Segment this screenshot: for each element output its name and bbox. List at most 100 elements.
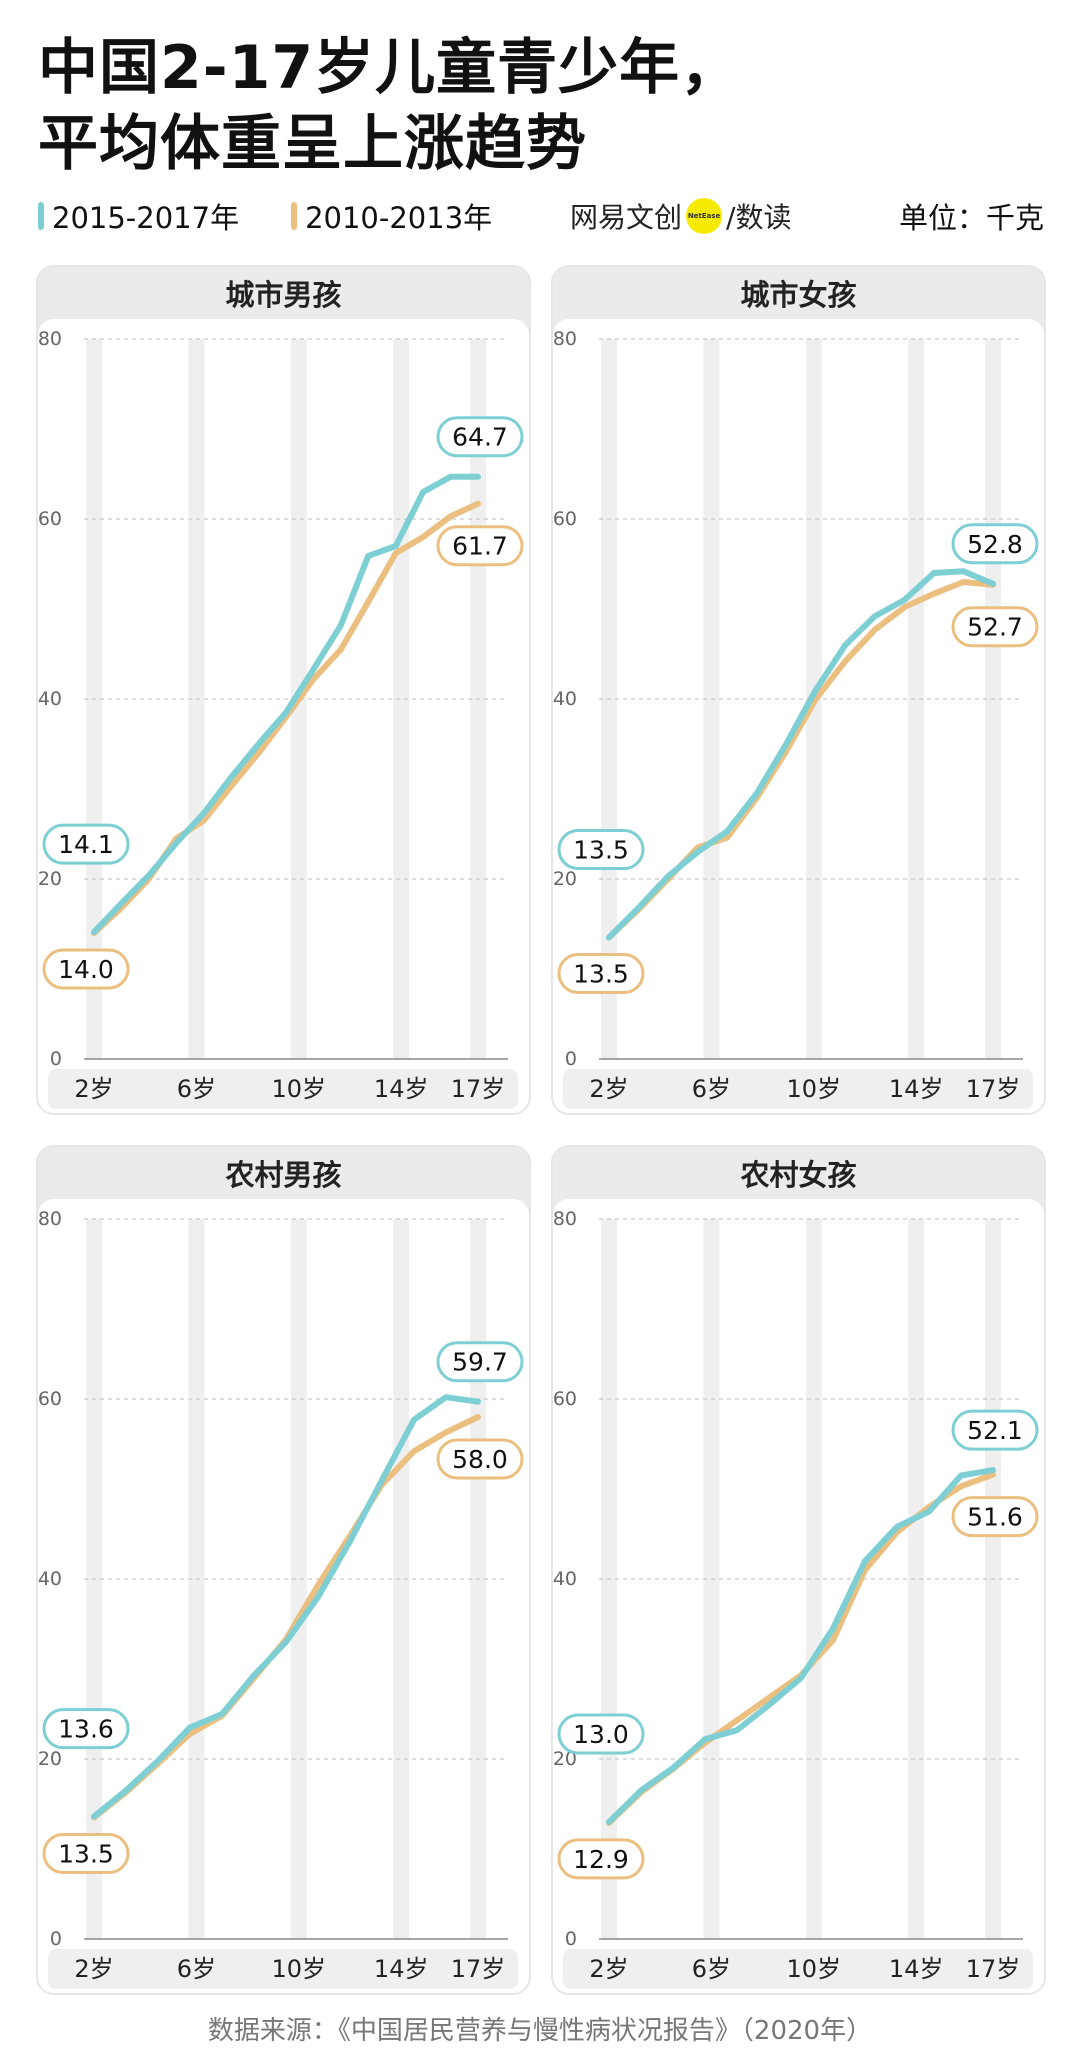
x-axis-strip [48, 1949, 518, 1989]
x-tick-label: 17岁 [451, 1075, 506, 1103]
y-tick-label: 20 [38, 868, 62, 890]
x-tick-label: 2岁 [74, 1075, 113, 1103]
y-tick-label: 60 [553, 508, 577, 530]
y-tick-label: 20 [553, 868, 577, 890]
start-label-2015: 13.6 [58, 1715, 114, 1744]
end-label-2015-box [436, 416, 524, 458]
x-axis-strip [48, 1069, 518, 1109]
y-tick-label: 20 [553, 1748, 577, 1770]
panel-title: 农村女孩 [740, 1158, 857, 1192]
end-label-2010: 58.0 [452, 1445, 508, 1474]
brand-logo: 网易文创 NetEase /数读 [570, 196, 791, 236]
brand-left: 网易文创 [570, 201, 683, 234]
x-tick-label: 6岁 [177, 1955, 216, 1983]
start-label-2015: 13.5 [573, 836, 629, 865]
panel-title: 农村男孩 [225, 1158, 342, 1192]
start-label-2010-box [557, 1838, 645, 1880]
legend-label-2010: 2010-2013年 [305, 201, 493, 235]
start-label-2010: 14.0 [58, 955, 114, 984]
y-tick-label: 0 [50, 1048, 62, 1070]
end-label-2010: 61.7 [452, 532, 508, 561]
panel-title: 城市女孩 [740, 278, 857, 312]
x-tick-label: 2岁 [74, 1955, 113, 1983]
start-label-2010-box [557, 953, 645, 994]
x-tick-label: 17岁 [451, 1955, 506, 1983]
start-label-2010: 13.5 [58, 1840, 114, 1869]
series-line-2015-2017 [91, 473, 481, 936]
unit-label: 单位：千克 [898, 201, 1044, 235]
y-tick-label: 0 [565, 1048, 577, 1070]
chart-urban-boys: 0 20 40 60 80 2岁 6岁 10岁 14岁 17岁 14.1 14.0 64.7 61.7 [38, 328, 524, 1109]
legend-label-2015: 2015-2017年 [52, 201, 240, 235]
title-line-2: 平均体重呈上涨趋势 [38, 109, 587, 179]
x-tick-label: 6岁 [692, 1075, 731, 1103]
y-tick-label: 80 [553, 1208, 577, 1230]
legend-item-2010: 2010-2013年 [291, 195, 492, 237]
end-label-2010-box [436, 1438, 524, 1480]
x-tick-label: 6岁 [177, 1075, 216, 1103]
end-label-2015-box [951, 523, 1039, 565]
series-line-2015-2017 [91, 1394, 481, 1820]
chart-urban-girls: 0 20 40 60 80 2岁 6岁 10岁 14岁 17岁 13.5 13.5 52.8 52.7 [553, 328, 1039, 1109]
start-label-2015-box [42, 1708, 130, 1750]
panel-urban-girls: 城市女孩 0 20 40 60 80 2岁 6岁 10岁 14岁 17岁 13.5 13.5 52.8 5… [551, 265, 1046, 1115]
x-tick-label: 14岁 [889, 1955, 944, 1983]
series-line-2015-2017 [606, 1467, 996, 1825]
start-label-2015-box [42, 823, 130, 865]
start-label-2010-box [42, 1833, 130, 1874]
panel-body: 0 20 40 60 80 2岁 6岁 10岁 14岁 17岁 14.1 14.0 64.7 61.7 [38, 319, 529, 1113]
end-label-2010: 51.6 [967, 1503, 1023, 1532]
x-tick-label: 10岁 [787, 1075, 842, 1103]
series-line-2010-2013 [91, 1414, 481, 1821]
start-label-2015: 13.0 [573, 1720, 629, 1749]
y-tick-label: 80 [38, 1208, 62, 1230]
y-tick-label: 80 [38, 328, 62, 350]
y-tick-label: 20 [38, 1748, 62, 1770]
series-line-2015-2017 [606, 568, 996, 941]
x-axis-strip [563, 1949, 1033, 1989]
start-label-2010-box [42, 948, 130, 990]
legend-swatch-2015 [38, 202, 44, 230]
start-label-2010: 12.9 [573, 1845, 629, 1874]
end-label-2015: 52.1 [967, 1416, 1023, 1445]
x-tick-label: 17岁 [966, 1955, 1021, 1983]
end-label-2010-box [951, 606, 1039, 648]
x-tick-label: 14岁 [374, 1955, 429, 1983]
y-tick-label: 40 [38, 688, 62, 710]
x-axis-strip [563, 1069, 1033, 1109]
panel-rural-girls: 农村女孩 0 20 40 60 80 2岁 6岁 10岁 14岁 17岁 13.0 12.9 52.1 5… [551, 1145, 1046, 1995]
y-tick-label: 80 [553, 328, 577, 350]
x-tick-label: 10岁 [272, 1955, 327, 1983]
panel-body: 0 20 40 60 80 2岁 6岁 10岁 14岁 17岁 13.5 13.5 52.8 52.7 [553, 319, 1044, 1113]
legend-swatch-2010 [291, 202, 298, 230]
x-tick-label: 2岁 [589, 1075, 628, 1103]
panel-title: 城市男孩 [225, 278, 342, 312]
series-line-2010-2013 [606, 579, 996, 941]
y-tick-label: 60 [38, 1388, 62, 1410]
legend-item-2015: 2015-2017年 [38, 195, 239, 237]
end-label-2010: 52.7 [967, 613, 1023, 642]
y-tick-label: 40 [553, 688, 577, 710]
x-tick-label: 10岁 [272, 1075, 327, 1103]
start-label-2015-box [557, 1713, 645, 1755]
panel-rural-boys: 农村男孩 0 20 40 60 80 2岁 6岁 10岁 14岁 17岁 13.6 13.5 59.7 5… [36, 1145, 531, 1995]
x-tick-label: 17岁 [966, 1075, 1021, 1103]
y-tick-label: 60 [38, 508, 62, 530]
x-tick-label: 14岁 [374, 1075, 429, 1103]
y-tick-label: 40 [38, 1568, 62, 1590]
brand-right: /数读 [726, 201, 792, 234]
legend: 2015-2017年 2010-2013年 [38, 196, 544, 236]
title-line-1: 中国2-17岁儿童青少年， [38, 33, 742, 103]
start-label-2010: 13.5 [573, 960, 629, 989]
x-tick-label: 10岁 [787, 1955, 842, 1983]
start-label-2015-box [557, 829, 645, 870]
source-note: 数据来源：《中国居民营养与慢性病状况报告》（2020年） [207, 2016, 873, 2046]
end-label-2010-box [436, 525, 524, 567]
x-tick-label: 6岁 [692, 1955, 731, 1983]
x-tick-label: 14岁 [889, 1075, 944, 1103]
chart-rural-girls: 0 20 40 60 80 2岁 6岁 10岁 14岁 17岁 13.0 12.9 52.1 51.6 [553, 1208, 1039, 1989]
start-label-2015: 14.1 [58, 830, 114, 859]
end-label-2010-box [951, 1496, 1039, 1538]
page-title: 中国2-17岁儿童青少年， 平均体重呈上涨趋势 [38, 30, 741, 182]
panel-body: 0 20 40 60 80 2岁 6岁 10岁 14岁 17岁 13.0 12.9 52.1 51.6 [553, 1199, 1044, 1993]
